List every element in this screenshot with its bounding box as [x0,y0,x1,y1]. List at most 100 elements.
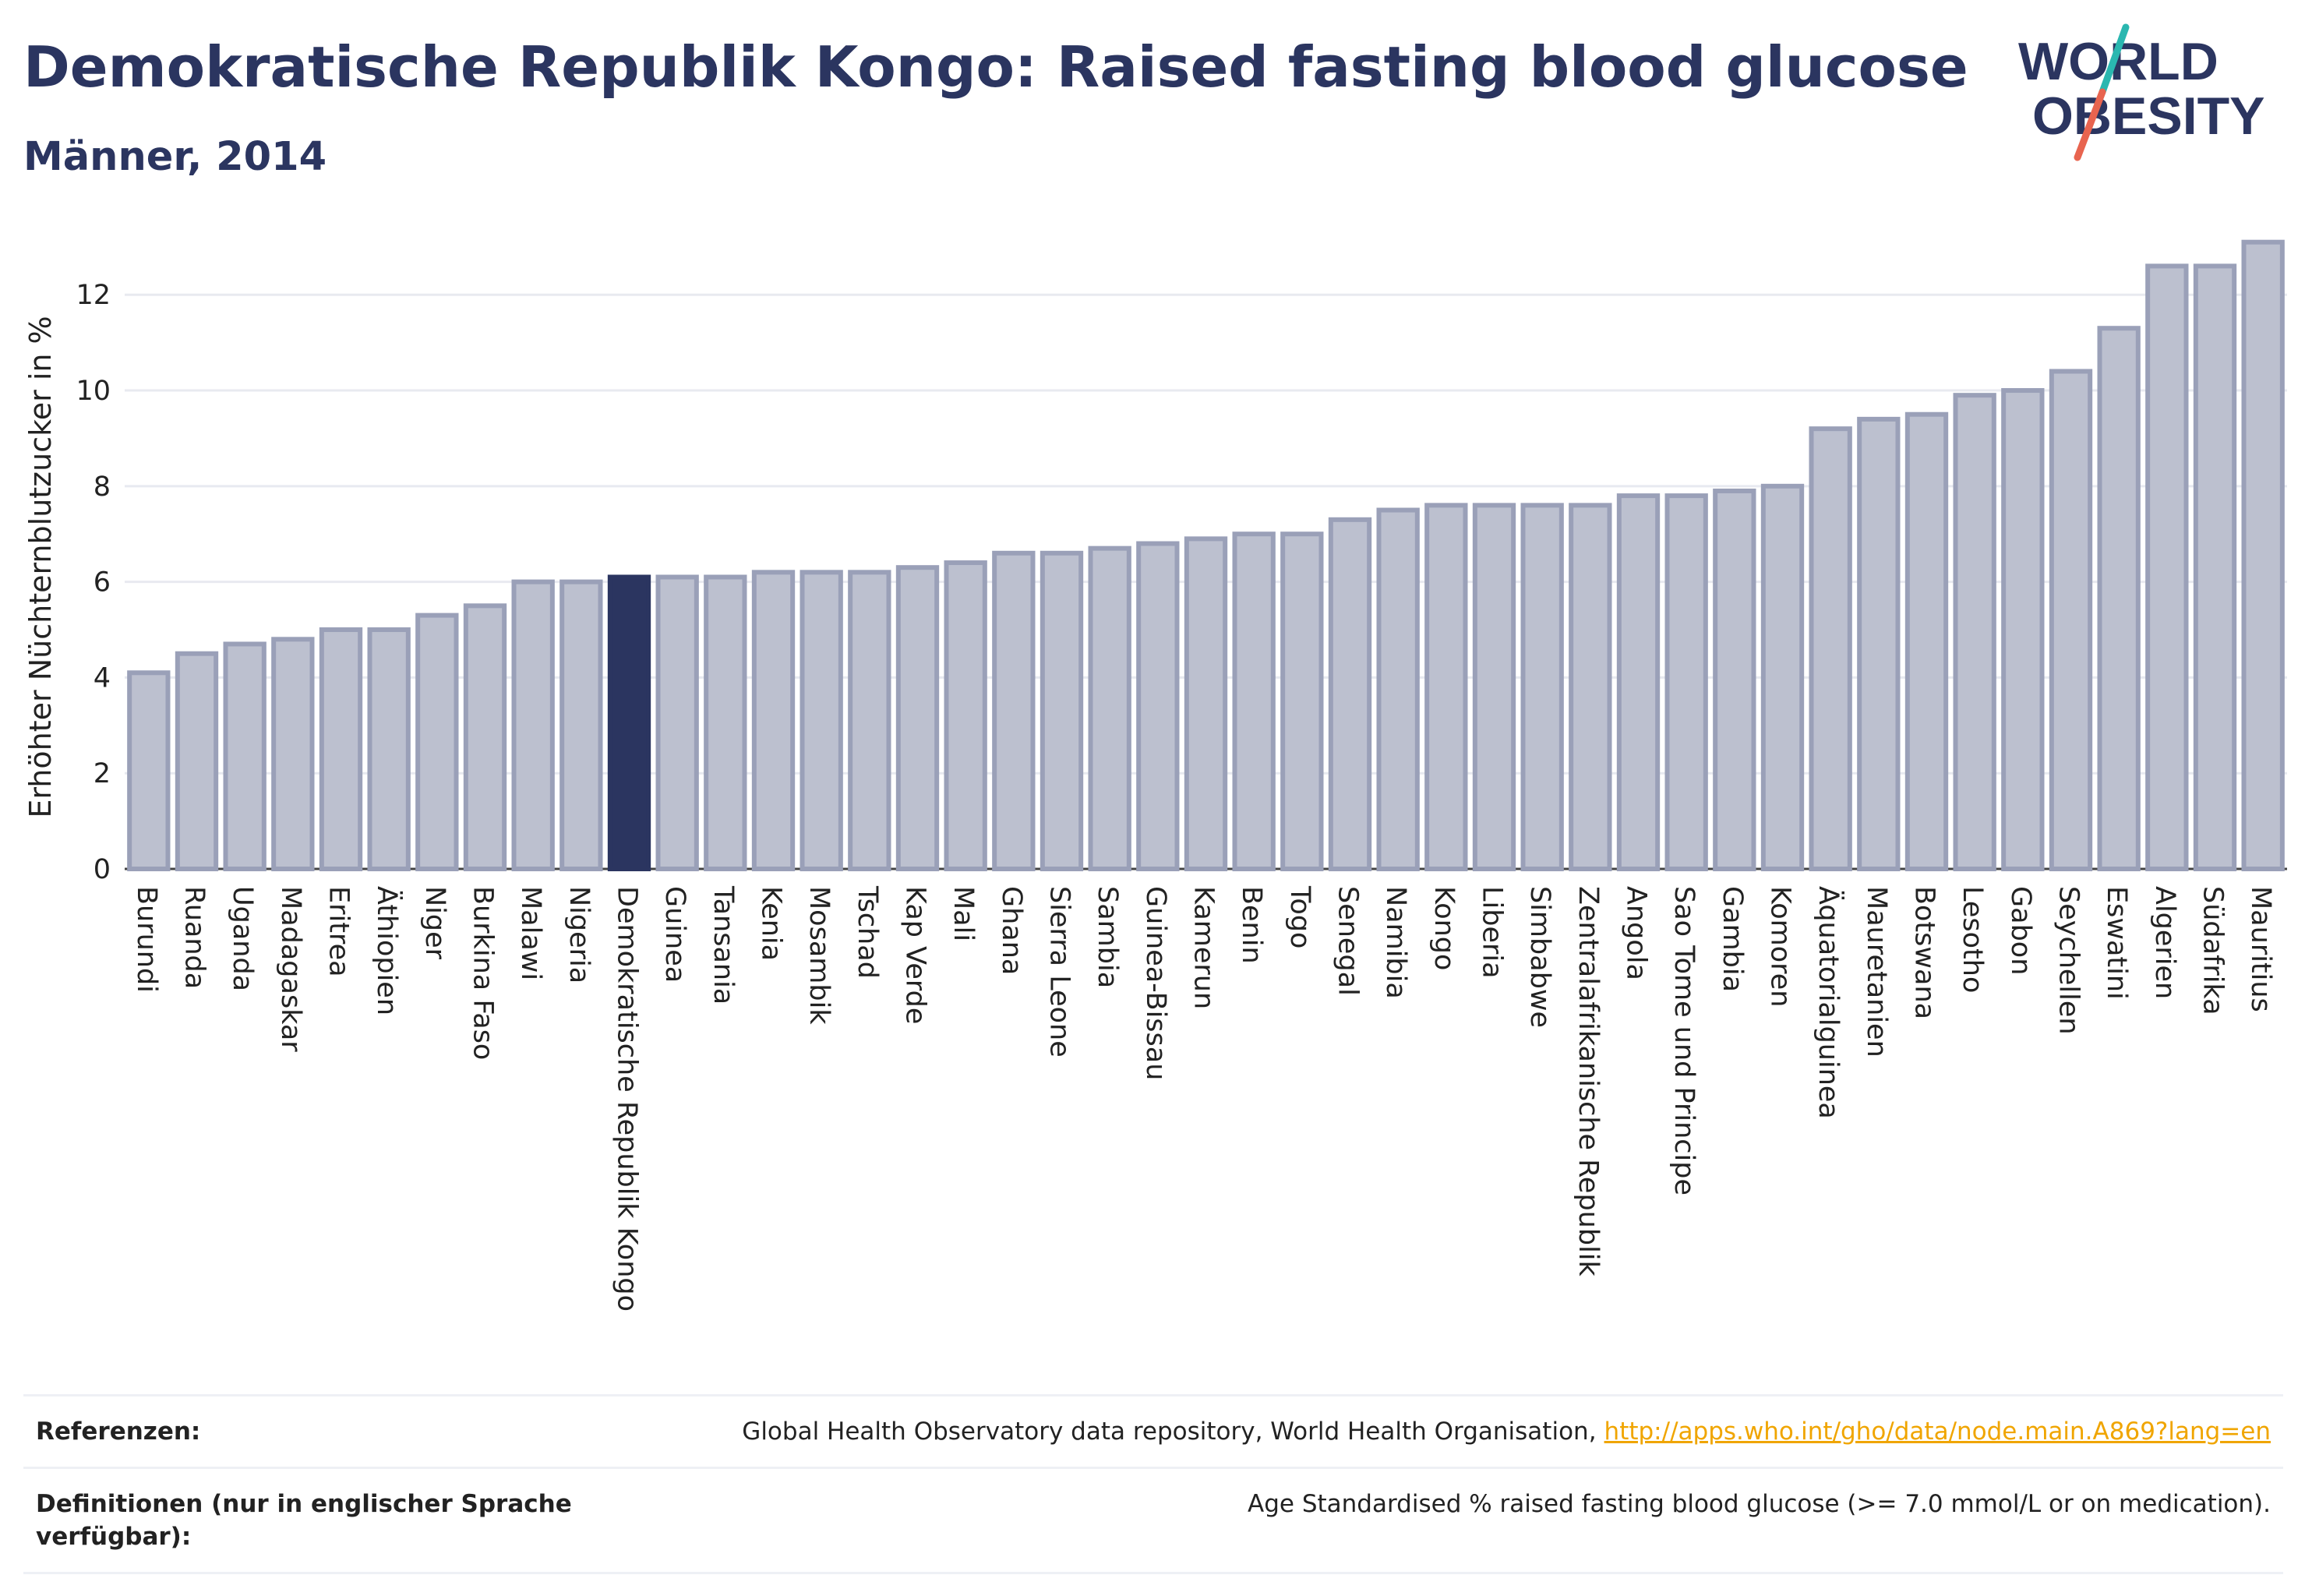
bar [1520,503,1564,871]
references-row: Referenzen: Global Health Observatory da… [23,1394,2283,1467]
chart-title: Demokratische Republik Kongo: Raised fas… [23,34,1968,100]
chart-subtitle: Männer, 2014 [23,134,327,180]
bar [1713,488,1756,871]
x-tick-label: Gabon [2005,886,2036,975]
x-tick-label: Algerien [2149,886,2180,999]
y-tick-label: 4 [94,662,111,694]
x-tick-label: Angola [1621,886,1652,980]
x-tick-label: Eswatini [2101,886,2132,1000]
x-tick-label: Liberia [1477,886,1508,979]
logo-slash-bottom [2074,88,2106,161]
bar [2001,388,2045,871]
x-tick-label: Mauretanien [1861,886,1892,1058]
bar [2049,369,2093,871]
world-obesity-logo: WORLD OBESITY [2018,23,2291,164]
logo-slash-top [2099,23,2130,96]
bar [1664,493,1708,871]
x-tick-label: Südafrika [2197,886,2229,1015]
x-tick-label: Äthiopien [371,886,404,1015]
x-tick-label: Madagaskar [275,886,306,1052]
x-tick-label: Seychellen [2053,886,2084,1035]
bar [415,613,459,871]
x-tick-label: Benin [1236,886,1267,964]
bar [511,579,555,871]
bar [175,651,219,872]
y-tick-label: 10 [76,376,111,407]
bar-chart: 0 2 4 6 8 10 12 Burundi Ruanda Uganda Madagaskar E… [23,239,2287,1312]
definitions-value: Age Standardised % raised fasting blood … [1248,1490,2271,1518]
references-link[interactable]: http://apps.who.int/gho/data/node.main.A… [1604,1418,2271,1446]
references-label: Referenzen: [36,1418,201,1446]
y-tick-label: 8 [94,471,111,503]
x-tick-label: Guinea [659,886,690,983]
x-tick-label: Botswana [1909,886,1940,1019]
bar [223,641,267,871]
bar [319,627,363,871]
x-tick-label: Namibia [1380,886,1411,999]
x-tick-label: Eritrea [323,886,355,977]
x-tick-label: Kenia [756,886,787,961]
x-tick-label: Sambia [1092,886,1123,988]
x-tick-layer: Burundi Ruanda Uganda Madagaskar Eritrea Äthi… [131,885,2276,1312]
bar-layer [127,239,2285,872]
bar [1328,517,1372,871]
bar [2241,239,2285,871]
x-tick-label: Demokratische Republik Kongo [612,886,643,1312]
y-tick-label: 0 [94,854,111,885]
x-tick-label: Burkina Faso [468,886,499,1060]
bar [1184,536,1228,871]
bar [944,560,987,871]
bar [1953,393,1996,871]
references-text: Global Health Observatory data repositor… [742,1418,1597,1446]
x-tick-label: Tansania [708,885,739,1005]
bar [895,565,940,871]
bar [2193,263,2237,872]
x-tick-label: Kongo [1428,886,1460,970]
bar [1424,503,1468,871]
bar [1760,483,1805,871]
x-tick-label: Gambia [1717,886,1748,992]
bar [1616,493,1661,871]
y-tick-layer: 0 2 4 6 8 10 12 [76,280,111,885]
definitions-label: Definitionen (nur in englischer Sprache … [36,1490,572,1551]
x-tick-label: Äquatorialguinea [1813,886,1845,1119]
x-tick-label: Sierra Leone [1044,886,1075,1058]
x-tick-label: Zentralafrikanische Republik [1573,886,1604,1277]
x-tick-label: Burundi [131,886,162,993]
bar [2145,263,2189,872]
x-tick-label: Kap Verde [900,886,931,1024]
references-value: Global Health Observatory data repositor… [742,1415,2271,1448]
bar-highlight [607,574,651,871]
x-tick-label: Kamerun [1188,886,1220,1009]
logo-line-2: OBESITY [2032,87,2265,146]
x-tick-label: Guinea-Bissau [1140,886,1171,1080]
bar [1857,416,1901,871]
bar [704,574,747,871]
bar [271,637,315,871]
bar [1904,411,1949,871]
bar [367,627,411,871]
x-tick-label: Mauritius [2245,886,2276,1012]
y-tick-label: 12 [76,280,111,311]
bar [992,550,1036,871]
bar [1569,503,1612,871]
x-tick-label: Ruanda [179,886,210,989]
x-tick-label: Mosambik [803,886,835,1025]
bar [1376,507,1420,871]
bar [800,570,843,871]
x-tick-label: Lesotho [1957,886,1988,993]
bar [559,579,603,871]
bar [463,603,507,871]
bar [2097,326,2141,871]
x-tick-label: Senegal [1333,886,1364,996]
bar [127,670,171,871]
bar [1088,546,1131,871]
bar [1040,550,1084,871]
definitions-row: Definitionen (nur in englischer Sprache … [23,1467,2283,1574]
x-tick-label: Simbabwe [1524,886,1555,1028]
y-tick-label: 2 [94,758,111,789]
x-tick-label: Sao Tome und Principe [1668,886,1700,1195]
bar [751,570,796,871]
bar [1809,426,1852,872]
x-tick-label: Komoren [1765,886,1796,1007]
